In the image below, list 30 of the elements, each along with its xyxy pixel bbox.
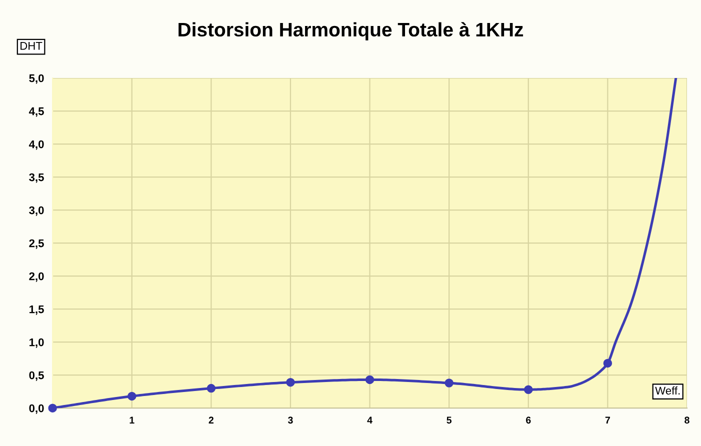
chart-title: Distorsion Harmonique Totale à 1KHz bbox=[178, 22, 524, 40]
y-tick-label: 0,0 bbox=[29, 404, 44, 414]
y-tick-label: 1,0 bbox=[29, 338, 44, 348]
y-tick-label: 5,0 bbox=[29, 74, 44, 84]
x-tick-label: 2 bbox=[208, 416, 214, 424]
x-tick-label: 6 bbox=[526, 416, 531, 424]
y-tick-label: 0,5 bbox=[29, 371, 44, 381]
x-tick-label: 8 bbox=[684, 416, 690, 424]
point bbox=[48, 404, 57, 412]
point bbox=[365, 375, 374, 384]
x-tick-label: 7 bbox=[605, 416, 610, 424]
point bbox=[444, 378, 454, 388]
x-tick-label: 3 bbox=[288, 416, 293, 424]
y-tick-label: 1,5 bbox=[29, 305, 44, 315]
x-tick-label: 5 bbox=[446, 416, 452, 424]
y-tick-label: 3,5 bbox=[29, 173, 44, 183]
point bbox=[128, 392, 136, 401]
y-tick-label: 2,5 bbox=[29, 239, 44, 249]
y-tick-label: 2,0 bbox=[29, 272, 44, 282]
y-tick-label: 4,0 bbox=[28, 140, 44, 150]
x-axis-title: Weff. bbox=[655, 386, 680, 395]
y-tick-label: 4,5 bbox=[28, 107, 44, 117]
point bbox=[524, 385, 533, 394]
y-tick-label: 3,0 bbox=[29, 206, 44, 216]
y-axis-title: DHT bbox=[20, 42, 42, 50]
x-tick-label: 4 bbox=[367, 416, 372, 424]
x-tick-label: 1 bbox=[130, 416, 134, 424]
point bbox=[206, 384, 216, 393]
point bbox=[603, 358, 612, 368]
point bbox=[286, 378, 295, 387]
